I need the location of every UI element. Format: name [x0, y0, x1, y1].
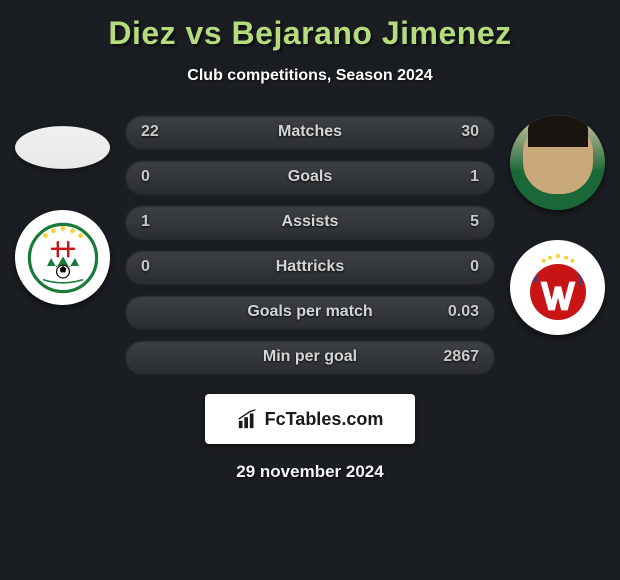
stat-value-right: 0.03	[424, 303, 479, 321]
oriente-badge-icon	[23, 218, 103, 298]
stat-label: Goals	[196, 168, 424, 186]
right-avatar-column	[505, 115, 610, 374]
stat-label: Assists	[196, 213, 424, 231]
stat-bar: 22Matches30	[125, 115, 495, 149]
footer-brand-badge[interactable]: FcTables.com	[205, 394, 415, 444]
stat-bar: Min per goal2867	[125, 340, 495, 374]
page-title: Diez vs Bejarano Jimenez	[10, 15, 610, 52]
fctables-logo-icon	[237, 408, 259, 430]
stat-bar: 1Assists5	[125, 205, 495, 239]
player-right-avatar	[510, 115, 605, 210]
stat-label: Min per goal	[196, 348, 424, 366]
wilstermann-badge-icon	[518, 248, 598, 328]
stat-value-left: 22	[141, 123, 196, 141]
stat-bar: 0Goals1	[125, 160, 495, 194]
stat-value-right: 2867	[424, 348, 479, 366]
stat-value-right: 5	[424, 213, 479, 231]
footer-brand-text: FcTables.com	[265, 409, 384, 430]
stat-value-right: 0	[424, 258, 479, 276]
stat-value-left: 0	[141, 258, 196, 276]
date-text: 29 november 2024	[10, 462, 610, 482]
stats-column: 22Matches300Goals11Assists50Hattricks0Go…	[125, 115, 495, 374]
stat-value-right: 1	[424, 168, 479, 186]
stat-label: Hattricks	[196, 258, 424, 276]
stat-bar: 0Hattricks0	[125, 250, 495, 284]
stat-label: Goals per match	[196, 303, 424, 321]
stat-value-left: 0	[141, 168, 196, 186]
stat-value-right: 30	[424, 123, 479, 141]
stat-bar: Goals per match0.03	[125, 295, 495, 329]
club-left-badge	[15, 210, 110, 305]
club-right-badge	[510, 240, 605, 335]
player-left-avatar	[15, 126, 110, 169]
stat-label: Matches	[196, 123, 424, 141]
stat-value-left: 1	[141, 213, 196, 231]
comparison-wrap: 22Matches300Goals11Assists50Hattricks0Go…	[10, 115, 610, 374]
left-avatar-column	[10, 115, 115, 374]
subtitle: Club competitions, Season 2024	[10, 67, 610, 85]
